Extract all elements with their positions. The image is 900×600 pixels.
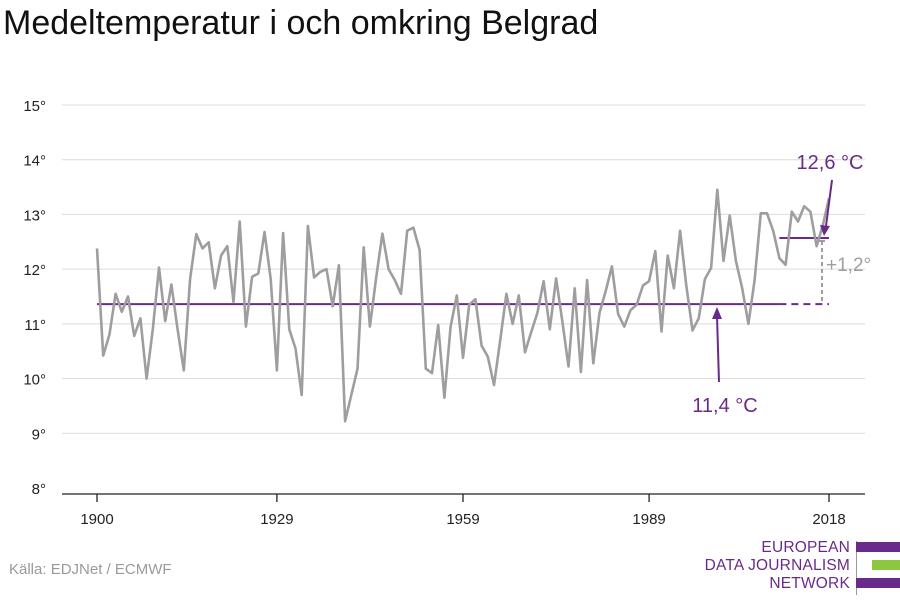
difference-label: +1,2° (826, 255, 871, 276)
y-tick-label: 15° (23, 98, 46, 115)
baseline-arrow-head (712, 307, 722, 319)
recent-mean-label: 12,6 °C (797, 152, 864, 174)
recent-arrow-head (820, 225, 830, 236)
temperature-series-line (95, 188, 831, 423)
logo-line-network: NETWORK (769, 575, 850, 592)
x-tick-label: 1989 (632, 511, 665, 528)
baseline-mean-label: 11,4 °C (692, 395, 757, 417)
recent-arrow-shaft (825, 179, 833, 227)
y-tick-label: 9° (32, 426, 46, 443)
baseline-arrow-shaft (716, 315, 720, 383)
logo-bar-purple-top (856, 542, 900, 552)
logo-line-data-journalism: DATA JOURNALISM (704, 557, 850, 574)
y-tick-label: 10° (23, 372, 46, 389)
chart-title: Medeltemperatur i och omkring Belgrad (3, 4, 599, 42)
x-tick-label: 1959 (446, 511, 479, 528)
logo-bar-purple-bottom (856, 578, 900, 588)
y-tick-label: 8° (32, 481, 46, 498)
x-tick-label: 2018 (812, 511, 845, 528)
edjnet-logo: EUROPEAN DATA JOURNALISM NETWORK (690, 539, 900, 595)
logo-divider (856, 541, 857, 595)
logo-bar-green (872, 560, 900, 570)
y-tick-label: 14° (23, 153, 46, 170)
y-tick-label: 11° (24, 317, 46, 334)
logo-line-european: EUROPEAN (761, 539, 850, 556)
y-tick-label: 13° (23, 207, 46, 224)
source-note: Källa: EDJNet / ECMWF (9, 561, 172, 578)
x-tick-label: 1929 (260, 511, 293, 528)
y-tick-label: 12° (23, 262, 46, 279)
x-tick-label: 1900 (80, 511, 113, 528)
